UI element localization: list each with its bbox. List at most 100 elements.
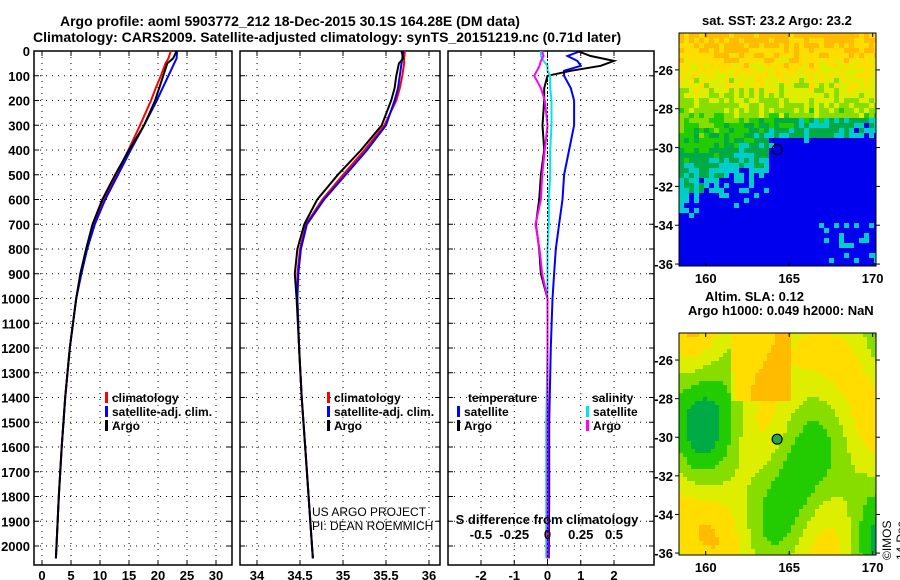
map-cell <box>804 233 809 238</box>
map-cell <box>849 38 854 43</box>
map-cell <box>719 353 723 357</box>
map-cell <box>807 365 811 369</box>
map-cell <box>734 193 739 198</box>
map-cell <box>707 545 711 549</box>
map-cell <box>803 533 807 537</box>
map-cell <box>871 421 875 425</box>
map-cell <box>735 413 739 417</box>
map-cell <box>791 489 795 493</box>
map-cell <box>859 143 864 148</box>
map-cell <box>819 365 823 369</box>
map-cell <box>703 337 707 341</box>
map-cell <box>771 421 775 425</box>
map-cell <box>864 218 869 223</box>
map-cell <box>869 43 874 48</box>
map-cell <box>724 248 729 253</box>
map-cell <box>791 361 795 365</box>
map-cell <box>723 533 727 537</box>
map-cell <box>751 453 755 457</box>
map-cell <box>847 393 851 397</box>
map-cell <box>791 409 795 413</box>
map-cell <box>864 53 869 58</box>
map-cell <box>687 389 691 393</box>
map-cell <box>744 233 749 238</box>
map-cell <box>755 469 759 473</box>
map-cell <box>739 537 743 541</box>
x-tick-label: 30 <box>209 568 223 580</box>
map-cell <box>783 445 787 449</box>
map-cell <box>811 453 815 457</box>
map-cell <box>719 138 724 143</box>
map-cell <box>769 183 774 188</box>
map-cell <box>771 493 775 497</box>
map-cell <box>699 513 703 517</box>
map-cell <box>714 238 719 243</box>
map-cell <box>775 461 779 465</box>
map-cell <box>769 198 774 203</box>
map-cell <box>729 198 734 203</box>
map-cell <box>799 445 803 449</box>
map-cell <box>734 53 739 58</box>
map-cell <box>694 238 699 243</box>
map-cell <box>711 533 715 537</box>
map-cell <box>743 469 747 473</box>
map-cell <box>703 353 707 357</box>
map-cell <box>714 63 719 68</box>
map-cell <box>679 521 683 525</box>
map-cell <box>771 481 775 485</box>
map-cell <box>704 38 709 43</box>
map-cell <box>819 433 823 437</box>
map-cell <box>744 168 749 173</box>
map-cell <box>823 481 827 485</box>
map-cell <box>689 188 694 193</box>
map-cell <box>803 397 807 401</box>
map-cell <box>751 425 755 429</box>
map-cell <box>719 445 723 449</box>
map-cell <box>699 153 704 158</box>
series-line-climatology <box>54 50 172 559</box>
map-cell <box>871 361 875 365</box>
map-cell <box>789 233 794 238</box>
map-cell <box>859 178 864 183</box>
map-cell <box>709 163 714 168</box>
map-cell <box>803 481 807 485</box>
map-cell <box>683 445 687 449</box>
map-cell <box>823 541 827 545</box>
map-cell <box>727 369 731 373</box>
map-cell <box>791 461 795 465</box>
map-cell <box>839 103 844 108</box>
map-cell <box>859 505 863 509</box>
map-cell <box>827 473 831 477</box>
map-cell <box>731 453 735 457</box>
map-cell <box>723 369 727 373</box>
map-cell <box>731 405 735 409</box>
map-cell <box>775 425 779 429</box>
map-cell <box>699 397 703 401</box>
map-cell <box>811 513 815 517</box>
map-cell <box>829 103 834 108</box>
map-cell <box>871 493 875 497</box>
map-cell <box>844 118 849 123</box>
map-cell <box>789 208 794 213</box>
map-cell <box>739 481 743 485</box>
map-cell <box>691 493 695 497</box>
map-cell <box>679 43 684 48</box>
map-cell <box>719 208 724 213</box>
map-cell <box>763 409 767 413</box>
map-cell <box>695 465 699 469</box>
map-cell <box>711 337 715 341</box>
map-cell <box>747 389 751 393</box>
map-cell <box>764 233 769 238</box>
map-cell <box>751 417 755 421</box>
map-cell <box>683 525 687 529</box>
map-cell <box>815 433 819 437</box>
map-cell <box>839 138 844 143</box>
map-cell <box>769 243 774 248</box>
map-cell <box>719 73 724 78</box>
map-cell <box>815 421 819 425</box>
map-cell <box>715 457 719 461</box>
map-cell <box>819 493 823 497</box>
map-cell <box>727 365 731 369</box>
map-cell <box>859 429 863 433</box>
map-cell <box>799 541 803 545</box>
